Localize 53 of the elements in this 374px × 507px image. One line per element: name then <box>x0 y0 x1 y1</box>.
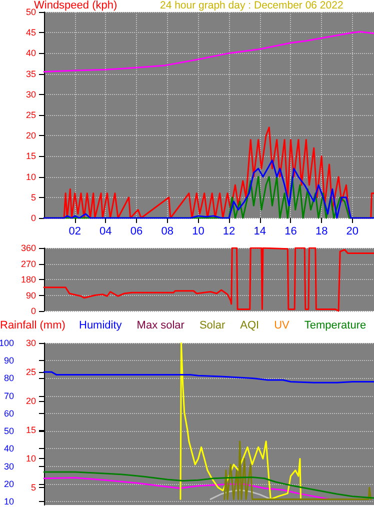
x-tick-label: 08 <box>161 226 174 238</box>
x-tick-label: 12 <box>222 226 236 238</box>
y-tick-label: 0 <box>30 213 36 223</box>
legend-label: Max solar <box>136 320 185 332</box>
y-tick-label: 10 <box>4 496 14 506</box>
y-tick-label: 30 <box>26 89 36 100</box>
y-tick-label: 90 <box>26 290 36 300</box>
x-tick-label: 18 <box>315 226 328 238</box>
x-tick-label: 04 <box>100 226 112 238</box>
x-tick-label: 16 <box>284 226 297 238</box>
legend-label: UV <box>274 320 290 332</box>
line-series <box>43 371 374 384</box>
x-tick-label: 10 <box>192 226 204 238</box>
y-tick-label: 25 <box>26 110 36 120</box>
y-tick-label: 270 <box>20 258 36 269</box>
y2-axis-title: Rainfall (mm) <box>0 320 66 332</box>
y-axis-title: Windspeed (kph) <box>34 0 118 12</box>
x-tick-label: 02 <box>68 226 81 238</box>
y-tick-label: 45 <box>26 28 36 38</box>
line-series <box>43 160 374 219</box>
legend-label: AQI <box>240 320 260 332</box>
line-series <box>180 342 302 500</box>
text: Solar <box>199 320 226 332</box>
x-tick-label: 14 <box>254 226 266 238</box>
line-series <box>224 440 372 500</box>
y-tick-label: 70 <box>4 390 14 401</box>
y-tick-label: 0 <box>30 306 36 316</box>
y-tick-label: 5 <box>30 192 36 202</box>
line-series <box>43 247 374 312</box>
y-tick-label: 60 <box>4 408 14 418</box>
y-tick-label: 20 <box>26 130 36 141</box>
y-tick-label: 50 <box>26 7 36 17</box>
text: Temperature <box>304 320 366 332</box>
y-tick-label: 360 <box>20 243 36 253</box>
y-tick-label: 80 <box>4 373 14 384</box>
y-tick-label: 100 <box>0 338 14 348</box>
y-tick-label: 90 <box>4 356 14 366</box>
y-tick-label: 40 <box>4 444 14 454</box>
line-series <box>43 477 330 500</box>
y-tick-label: 15 <box>26 151 36 162</box>
chart-title: 24 hour graph day : December 06 2022 <box>160 0 344 12</box>
y-tick-label: 50 <box>4 426 14 436</box>
text: Humidity <box>79 320 122 332</box>
y-tick-label: 30 <box>4 461 14 472</box>
x-tick-label: 06 <box>130 226 143 238</box>
y-tick-label: 40 <box>26 48 36 58</box>
y-tick-label: 180 <box>20 274 36 284</box>
y-tick-label: 35 <box>26 68 36 79</box>
line-series <box>43 31 374 72</box>
y-tick-label: 20 <box>4 478 14 489</box>
y-tick-label: 10 <box>26 172 36 182</box>
line-series <box>43 471 374 499</box>
x-tick-label: 20 <box>346 226 359 238</box>
